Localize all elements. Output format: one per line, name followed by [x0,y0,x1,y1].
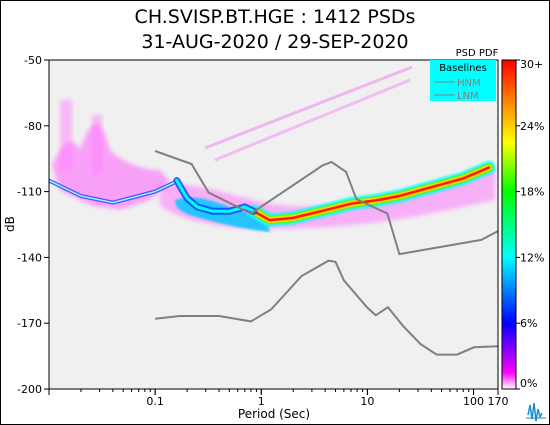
legend-background [430,60,496,101]
colorbar [501,59,517,390]
density-ridge-low-core [49,179,175,204]
legend-entry-lnm: LNM [457,91,479,102]
baseline-lnm [154,259,498,356]
colorbar-tick-label: 12% [520,251,544,264]
y-axis-label: dB [3,216,17,232]
y-tick-label: -110 [17,186,42,199]
chart-subtitle: 31-AUG-2020 / 29-SEP-2020 [141,31,409,53]
colorbar-ticks: 0% 6% 12% 18% 24% 30+ [516,58,544,390]
baseline-legend: Baselines HNM LNM [430,60,496,102]
y-tick-label: -170 [17,317,42,330]
plot-border [48,59,499,390]
density-ridge-secondary-core [175,179,256,213]
colorbar-title: PSD PDF [456,48,499,59]
x-tick-label: 170 [488,395,509,408]
y-tick-label: -200 [17,383,42,396]
legend-title: Baselines [439,63,487,74]
x-tick-label: 0.1 [146,395,164,408]
y-axis: -50 -80 -110 -140 -170 -200 [17,54,49,396]
baseline-hnm [154,150,498,256]
logo-icon [526,402,546,422]
legend-entry-hnm: HNM [457,78,481,89]
chart-title: CH.SVISP.BT.HGE : 1412 PSDs [134,6,416,28]
colorbar-tick-label: 18% [520,186,544,199]
colorbar-tick-label: 30+ [520,58,543,71]
y-tick-label: -140 [17,251,42,264]
x-tick-label: 1 [258,395,265,408]
density-layer [49,65,496,232]
y-tick-label: -80 [24,120,42,133]
colorbar-tick-label: 6% [520,317,537,330]
x-axis: 0.1 1 10 100 170 [48,389,509,408]
x-tick-label: 10 [360,395,374,408]
y-tick-label: -50 [24,54,42,67]
colorbar-tick-label: 0% [520,377,537,390]
x-axis-label: Period (Sec) [238,407,310,421]
colorbar-tick-label: 24% [520,120,544,133]
x-tick-label: 100 [463,395,484,408]
